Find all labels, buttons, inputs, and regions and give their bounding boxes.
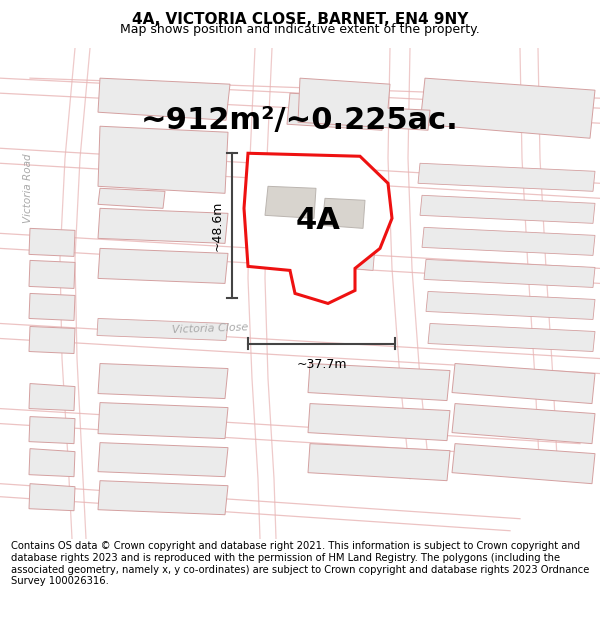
Polygon shape <box>418 163 595 191</box>
Polygon shape <box>287 93 385 130</box>
Text: ~912m²/~0.225ac.: ~912m²/~0.225ac. <box>141 106 459 135</box>
Polygon shape <box>29 326 75 354</box>
Text: ~48.6m: ~48.6m <box>211 201 224 251</box>
Polygon shape <box>98 364 228 399</box>
Text: Victoria Close: Victoria Close <box>172 322 248 335</box>
Polygon shape <box>308 444 450 481</box>
Polygon shape <box>328 243 375 271</box>
Polygon shape <box>29 449 75 477</box>
Polygon shape <box>452 404 595 444</box>
Polygon shape <box>98 442 228 477</box>
Text: 4A, VICTORIA CLOSE, BARNET, EN4 9NY: 4A, VICTORIA CLOSE, BARNET, EN4 9NY <box>132 12 468 27</box>
Text: Contains OS data © Crown copyright and database right 2021. This information is : Contains OS data © Crown copyright and d… <box>11 541 589 586</box>
Polygon shape <box>298 78 430 130</box>
Polygon shape <box>98 208 228 243</box>
Polygon shape <box>308 404 450 441</box>
Polygon shape <box>98 481 228 515</box>
Text: Map shows position and indicative extent of the property.: Map shows position and indicative extent… <box>120 23 480 36</box>
Polygon shape <box>97 319 228 341</box>
Polygon shape <box>265 186 316 218</box>
Polygon shape <box>322 198 365 228</box>
Polygon shape <box>29 293 75 321</box>
Polygon shape <box>29 228 75 256</box>
Polygon shape <box>29 484 75 511</box>
Polygon shape <box>98 188 165 208</box>
Polygon shape <box>98 402 228 439</box>
Polygon shape <box>420 195 595 223</box>
Polygon shape <box>426 291 595 319</box>
Polygon shape <box>452 444 595 484</box>
Text: ~37.7m: ~37.7m <box>296 357 347 371</box>
Polygon shape <box>428 324 595 351</box>
Polygon shape <box>29 417 75 444</box>
Polygon shape <box>29 261 75 288</box>
Polygon shape <box>98 78 230 120</box>
Polygon shape <box>420 78 595 138</box>
Polygon shape <box>308 213 368 241</box>
Polygon shape <box>98 126 228 193</box>
Polygon shape <box>98 248 228 283</box>
Polygon shape <box>422 228 595 256</box>
Text: Victoria Road: Victoria Road <box>23 154 33 223</box>
Polygon shape <box>452 364 595 404</box>
Polygon shape <box>424 259 595 288</box>
Polygon shape <box>308 364 450 401</box>
Polygon shape <box>244 153 392 304</box>
Polygon shape <box>29 384 75 411</box>
Text: 4A: 4A <box>296 206 340 235</box>
